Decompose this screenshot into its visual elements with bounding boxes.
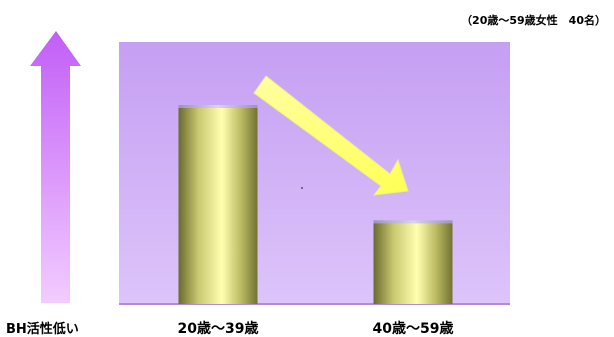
activity-axis-arrow: [30, 31, 81, 303]
bar-1: [178, 105, 258, 304]
bar-2: [373, 220, 453, 304]
sample-note: （20歳～59歳女性 40名）: [461, 14, 606, 27]
category-labels: 20歳～39歳 40歳～59歳: [178, 320, 454, 337]
bars-group: [178, 105, 453, 304]
activity-axis-label: BH活性低い: [6, 322, 79, 337]
category-label-1: 20歳～39歳: [178, 320, 259, 337]
decrease-trend-arrow: [253, 75, 409, 196]
marker-dot: [301, 187, 303, 189]
category-label-2: 40歳～59歳: [373, 320, 454, 337]
